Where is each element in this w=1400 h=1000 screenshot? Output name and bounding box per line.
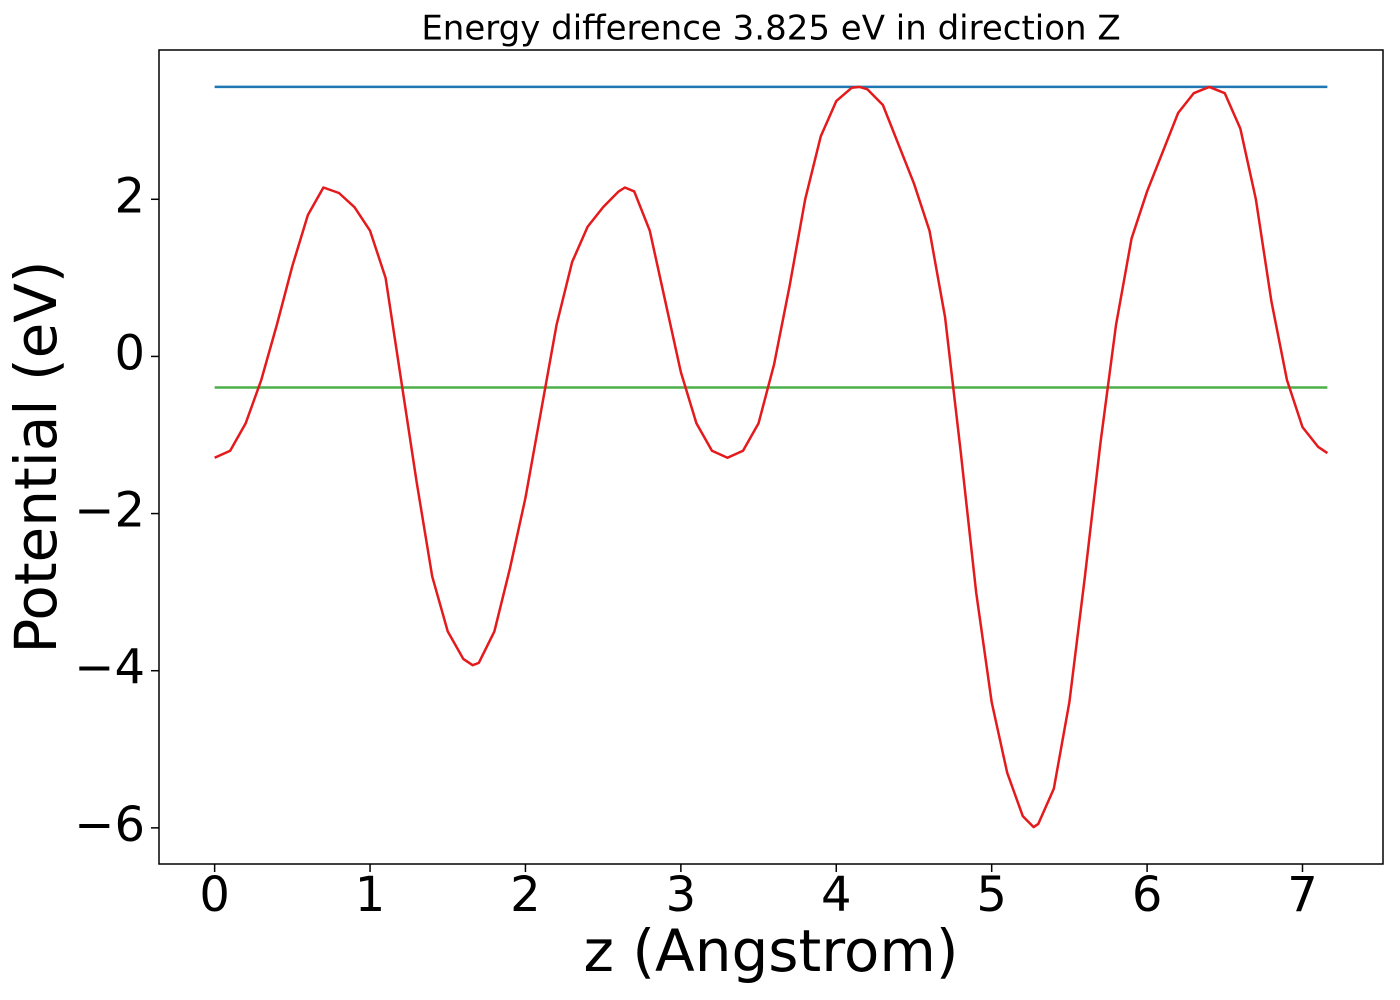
series-line [214, 85, 1329, 829]
x-tick-label: 1 [355, 867, 386, 923]
x-tick-label: 2 [510, 867, 541, 923]
x-tick-label: 3 [666, 867, 697, 923]
x-tick-label: 7 [1287, 867, 1318, 923]
plot-frame [158, 49, 1384, 865]
x-axis-label: z (Angstrom) [584, 917, 959, 985]
chart-title: Energy difference 3.825 eV in direction … [421, 9, 1120, 49]
x-tick-label: 4 [821, 867, 852, 923]
y-tick-label: −4 [74, 640, 145, 696]
y-tick-label: −2 [74, 483, 145, 539]
y-tick-label: 0 [114, 325, 145, 381]
y-tick-label: −6 [74, 797, 145, 853]
x-tick-label: 6 [1132, 867, 1163, 923]
y-axis-label: Potential (eV) [2, 260, 70, 653]
y-tick-label: 2 [114, 168, 145, 224]
x-tick-label: 5 [976, 867, 1007, 923]
x-tick-label: 0 [199, 867, 230, 923]
